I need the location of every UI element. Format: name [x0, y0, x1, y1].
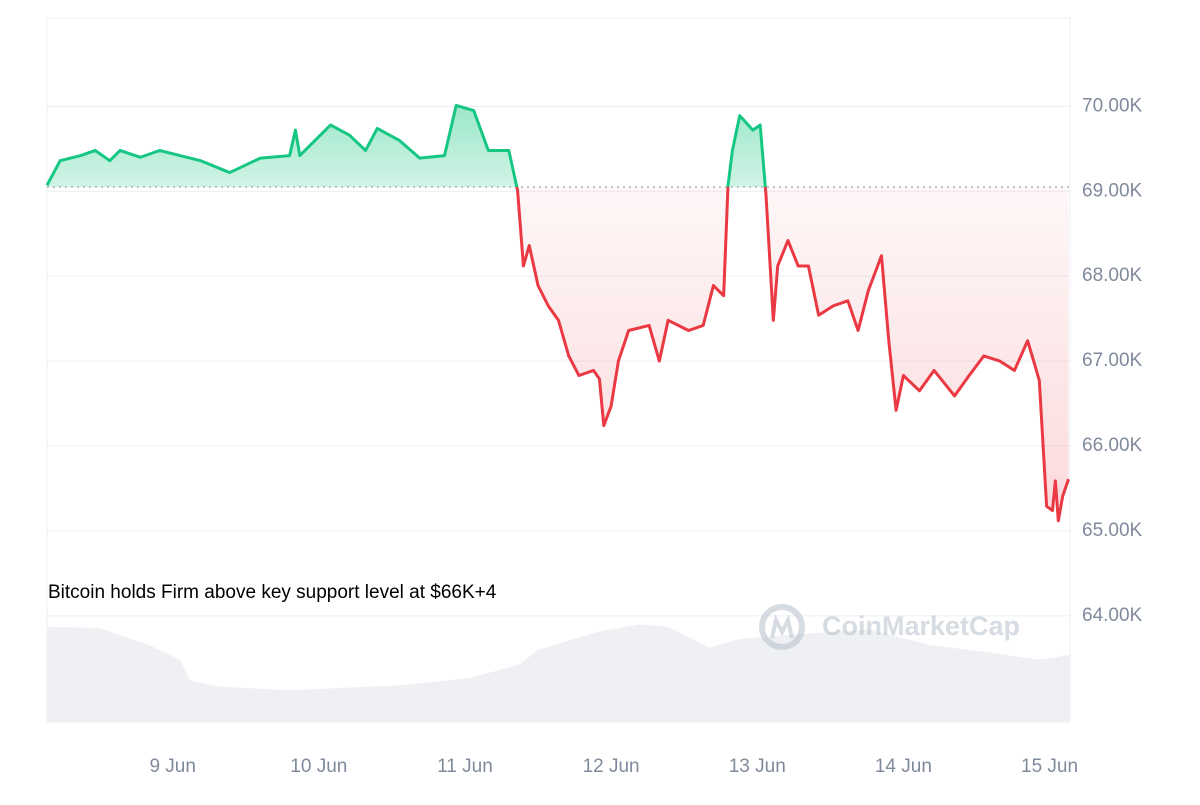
x-tick-label: 14 Jun — [875, 756, 932, 777]
y-tick-label: 67.00K — [1082, 350, 1143, 371]
y-tick-label: 68.00K — [1082, 265, 1143, 286]
baseline-area — [47, 105, 1069, 521]
y-tick-label: 64.00K — [1082, 605, 1143, 626]
volume — [47, 624, 1070, 722]
x-tick-label: 11 Jun — [437, 756, 493, 777]
y-tick-label: 65.00K — [1082, 520, 1143, 541]
plot — [45, 103, 1070, 523]
y-tick-label: 70.00K — [1082, 95, 1143, 116]
y-tick-label: 66.00K — [1082, 435, 1143, 456]
watermark-logo — [759, 604, 805, 650]
x-tick-label: 12 Jun — [583, 756, 640, 777]
x-tick-label: 15 Jun — [1021, 756, 1078, 777]
x-tick-label: 9 Jun — [149, 756, 195, 777]
volume-area — [47, 624, 1070, 722]
price-line — [45, 103, 1070, 523]
watermark: CoinMarketCap — [759, 604, 1020, 650]
watermark-logo-mark — [770, 614, 794, 639]
x-tick-label: 10 Jun — [290, 756, 347, 777]
watermark-text: CoinMarketCap — [822, 611, 1020, 641]
annotation: Bitcoin holds Firm above key support lev… — [48, 582, 497, 603]
y-tick-label: 69.00K — [1082, 180, 1143, 201]
x-tick-label: 13 Jun — [729, 756, 786, 777]
